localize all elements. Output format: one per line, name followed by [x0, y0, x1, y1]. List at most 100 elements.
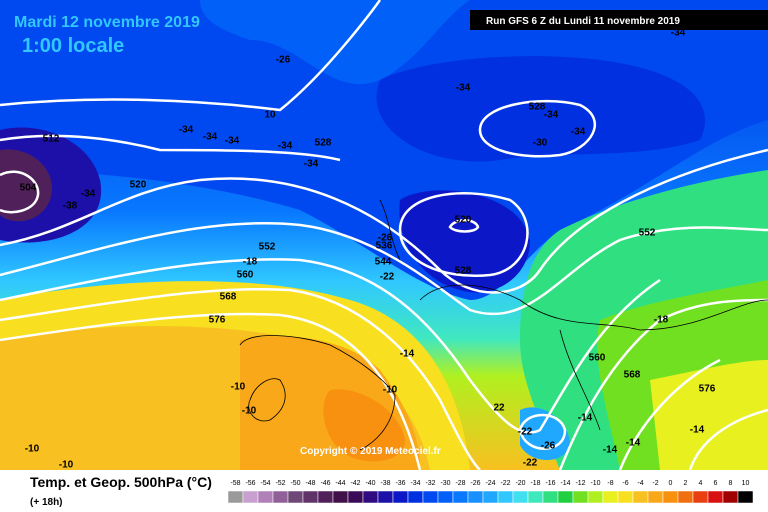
scale-label: -28	[455, 480, 465, 487]
scale-swatch	[347, 490, 364, 504]
copyright: Copyright © 2019 Meteociel.fr	[300, 446, 441, 457]
contour-label: -26	[378, 233, 393, 244]
scale-label: -58	[230, 480, 240, 487]
geopotential-contours	[0, 0, 768, 470]
scale-swatch	[557, 490, 574, 504]
coastlines	[239, 199, 768, 451]
scale-swatch	[527, 490, 544, 504]
contour-label: -26	[541, 441, 556, 452]
contour-label: -14	[400, 349, 415, 360]
contour-label: -34	[671, 28, 686, 39]
scale-label: 2	[684, 480, 688, 487]
scale-swatch	[467, 490, 484, 504]
scale-swatch	[287, 490, 304, 504]
run-banner	[470, 10, 768, 30]
scale-label: -38	[380, 480, 390, 487]
scale-label: -16	[545, 480, 555, 487]
scale-label: -26	[470, 480, 480, 487]
contour-label: -14	[603, 445, 618, 456]
contour-label: -22	[523, 458, 538, 469]
scale-label: -4	[637, 480, 643, 487]
contour-label: 576	[699, 384, 716, 395]
scale-swatch	[332, 490, 349, 504]
scale-swatch	[452, 490, 469, 504]
forecast-lead: (+ 18h)	[30, 497, 63, 508]
contour-label: 528	[455, 266, 472, 277]
contour-label: -18	[654, 315, 669, 326]
contour-label: -34	[456, 83, 471, 94]
footer-title: Temp. et Geop. 500hPa (°C)	[30, 474, 212, 490]
scale-label: -52	[275, 480, 285, 487]
contour-label: 528	[529, 102, 546, 113]
contour-label: 576	[209, 315, 226, 326]
contour-label: 504	[20, 183, 37, 194]
contour-label: 520	[455, 215, 472, 226]
scale-label: -10	[590, 480, 600, 487]
scale-label: -12	[575, 480, 585, 487]
scale-swatch	[482, 490, 499, 504]
scale-label: -24	[485, 480, 495, 487]
contour-label: -34	[179, 125, 194, 136]
cold-core	[0, 149, 52, 222]
contour-label: 536	[376, 241, 393, 252]
contour-label: 10	[264, 110, 276, 121]
contour-label: -22	[380, 272, 395, 283]
scale-swatch	[617, 490, 634, 504]
contour-label: 568	[220, 292, 237, 303]
scale-label: -50	[290, 480, 300, 487]
contour-label: -34	[278, 141, 293, 152]
cold-region	[200, 0, 470, 85]
scale-label: -36	[395, 480, 405, 487]
scale-label: -30	[440, 480, 450, 487]
scale-swatch	[512, 490, 529, 504]
contour-label: -14	[578, 413, 593, 424]
scale-label: -44	[335, 480, 345, 487]
contour-label: -14	[690, 425, 705, 436]
scale-swatch	[272, 490, 289, 504]
scale-swatch	[572, 490, 589, 504]
contour-label: -30	[533, 138, 548, 149]
run-info: Run GFS 6 Z du Lundi 11 novembre 2019	[486, 16, 680, 27]
contour-label: -34	[225, 136, 240, 147]
contour-label: -34	[571, 127, 586, 138]
contour-label: -22	[518, 427, 533, 438]
scale-label: -34	[410, 480, 420, 487]
scale-swatch	[377, 490, 394, 504]
scale-swatch	[587, 490, 604, 504]
scale-label: -46	[320, 480, 330, 487]
contour-label: 560	[589, 353, 606, 364]
contour-label: 560	[237, 270, 254, 281]
scale-label: -32	[425, 480, 435, 487]
scale-label: -14	[560, 480, 570, 487]
scale-swatch	[737, 490, 754, 504]
scale-label: 6	[714, 480, 718, 487]
scale-label: -20	[515, 480, 525, 487]
scale-swatch	[362, 490, 379, 504]
contour-label: -34	[544, 110, 559, 121]
contour-label: 568	[624, 370, 641, 381]
contour-label: 520	[130, 180, 147, 191]
scale-label: -6	[622, 480, 628, 487]
contour-label: 22	[493, 403, 505, 414]
scale-label: -18	[530, 480, 540, 487]
scale-label: 0	[669, 480, 673, 487]
scale-label: -40	[365, 480, 375, 487]
scale-swatch	[302, 490, 319, 504]
scale-swatch	[422, 490, 439, 504]
contour-label: -10	[242, 406, 257, 417]
scale-swatch	[227, 490, 244, 504]
scale-swatch	[317, 490, 334, 504]
contour-label: -34	[81, 189, 96, 200]
scale-swatch	[497, 490, 514, 504]
scale-swatch	[437, 490, 454, 504]
contour-label: -18	[243, 257, 258, 268]
scale-swatch	[707, 490, 724, 504]
contour-label: 544	[375, 257, 392, 268]
warm-core	[323, 389, 405, 462]
scale-label: -48	[305, 480, 315, 487]
scale-swatch	[602, 490, 619, 504]
scale-label: -56	[245, 480, 255, 487]
local-time: 1:00 locale	[22, 35, 124, 57]
scale-label: -22	[500, 480, 510, 487]
